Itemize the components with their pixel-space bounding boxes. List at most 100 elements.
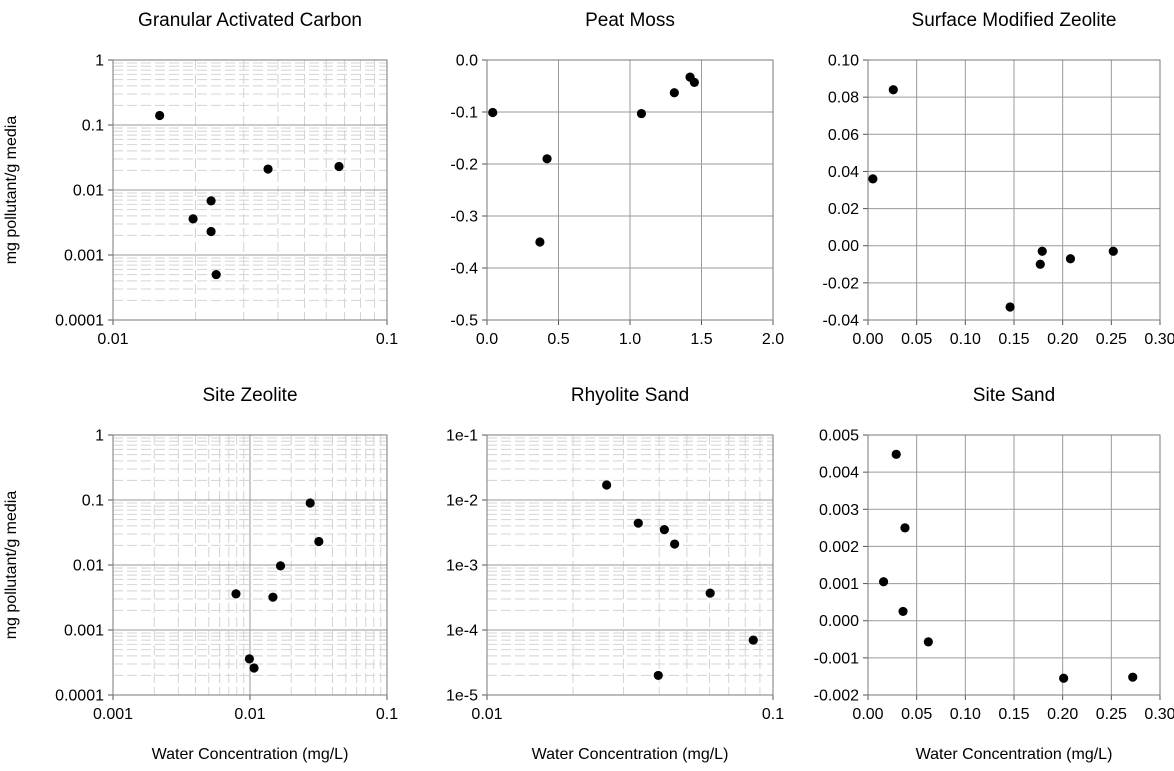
data-point [334, 161, 344, 172]
y-tick-label: 0.0 [456, 53, 478, 70]
y-tick-label: 0.001 [819, 576, 859, 593]
data-point [1005, 302, 1015, 312]
x-tick-label: 0.01 [97, 331, 128, 348]
data-point [1128, 672, 1138, 682]
data-point [689, 77, 699, 87]
scatter-panel: 0.00 0.05 0.10 0.15 0.20 0.25 0.30 -0.04 -0.02 0.… [823, 10, 1174, 348]
data-point [633, 518, 643, 528]
y-tick-label: -0.5 [450, 313, 478, 330]
data-point [602, 480, 612, 490]
x-tick-label: 0.15 [998, 331, 1029, 348]
data-point [244, 654, 255, 664]
y-tick-label: 0.1 [82, 118, 104, 135]
data-point [488, 107, 498, 118]
y-tick-label: 0.00 [828, 238, 859, 255]
data-point [542, 154, 552, 164]
x-tick-label: 0.05 [901, 706, 932, 723]
plot-frame [486, 59, 774, 321]
x-tick-label: 0.05 [901, 331, 932, 348]
data-point [923, 637, 933, 647]
y-tick-label: 0.02 [828, 201, 859, 218]
chart-title: Granular Activated Carbon [138, 10, 362, 31]
x-tick-label: 0.10 [950, 706, 981, 723]
data-point [705, 588, 715, 598]
x-axis-label: Water Concentration (mg/L) [152, 746, 349, 763]
data-point [314, 536, 324, 547]
x-tick-label: 0.15 [998, 706, 1029, 723]
x-axis-label: Water Concentration (mg/L) [916, 746, 1113, 763]
y-tick-label: 0.004 [819, 465, 859, 482]
scatter-panel: 0.01 0.1 0.0001 0.001 0.01 0.1 1 Granular Activ… [3, 10, 398, 348]
scatter-panel: 0.01 0.1 1e-5 1e-4 1e-3 1e-2 1e-1 Rhyolite Sand… [446, 385, 784, 763]
scatter-panel: 0.0 0.5 1.0 1.5 2.0 -0.5 -0.4 -0.3 -0.2 -0.1 0.0 Pe… [450, 10, 784, 348]
x-tick-label: 0.25 [1096, 706, 1127, 723]
plot-frame [112, 434, 388, 696]
y-tick-label: 1 [95, 53, 104, 70]
x-tick-label: 0.00 [852, 706, 883, 723]
x-tick-label: 0.30 [1144, 706, 1174, 723]
x-tick-label: 0.1 [376, 331, 398, 348]
x-tick-label: 0.10 [950, 331, 981, 348]
data-point [1059, 673, 1069, 683]
data-point [535, 237, 545, 247]
x-tick-label: 0.1 [762, 706, 784, 723]
y-tick-label: -0.3 [450, 209, 478, 226]
x-tick-label: 2.0 [762, 331, 784, 348]
y-tick-label: 0.1 [82, 493, 104, 510]
chart-title: Rhyolite Sand [571, 385, 689, 406]
y-tick-label: 0.0001 [55, 313, 104, 330]
data-point [653, 670, 663, 681]
y-tick-label: -0.02 [823, 275, 860, 292]
data-point [636, 108, 647, 119]
y-tick-label: 0.005 [819, 428, 859, 445]
data-point [659, 525, 669, 535]
y-tick-label: -0.002 [814, 688, 859, 705]
x-tick-label: 0.00 [852, 331, 883, 348]
data-point [1037, 246, 1047, 256]
data-point [268, 592, 278, 602]
x-tick-label: 0.01 [234, 706, 265, 723]
data-point [891, 449, 901, 459]
x-tick-label: 0.0 [476, 331, 498, 348]
data-point [1065, 254, 1076, 264]
y-tick-label: 1e-1 [446, 428, 478, 445]
y-axis-label: mg pollutant/g media [3, 116, 20, 265]
x-tick-label: 0.001 [93, 706, 133, 723]
data-point [669, 88, 679, 98]
plot-frame [867, 434, 1161, 696]
y-tick-label: 1e-5 [446, 688, 478, 705]
x-tick-label: 0.01 [471, 706, 502, 723]
data-point [206, 196, 216, 206]
y-tick-label: 0.001 [64, 248, 104, 265]
y-tick-label: 1e-2 [446, 493, 478, 510]
plot-frame [112, 59, 388, 321]
x-tick-label: 0.1 [376, 706, 398, 723]
data-point [1108, 246, 1118, 256]
x-tick-label: 0.25 [1096, 331, 1127, 348]
plot-frame [486, 434, 774, 696]
data-point [900, 523, 910, 533]
data-point [305, 498, 315, 508]
y-tick-label: 0.002 [819, 539, 859, 556]
y-axis-label: mg pollutant/g media [3, 491, 20, 640]
data-point [155, 110, 165, 121]
data-point [188, 214, 198, 224]
x-tick-label: 0.30 [1144, 331, 1174, 348]
y-tick-label: -0.2 [450, 157, 478, 174]
data-point [1035, 259, 1045, 269]
y-tick-label: 0.01 [73, 183, 104, 200]
y-tick-label: 0.08 [828, 90, 859, 107]
chart-title: Surface Modified Zeolite [912, 10, 1117, 31]
scatter-panel: 0.00 0.05 0.10 0.15 0.20 0.25 0.30 -0.002 -0.001… [814, 385, 1174, 763]
y-tick-label: 0.06 [828, 127, 859, 144]
y-tick-label: -0.001 [814, 650, 859, 667]
y-tick-label: 1 [95, 428, 104, 445]
y-tick-label: 0.01 [73, 558, 104, 575]
data-point [211, 269, 221, 280]
data-point [888, 85, 898, 95]
chart-title: Site Sand [973, 385, 1055, 406]
data-point [868, 174, 878, 184]
x-tick-label: 1.0 [619, 331, 641, 348]
